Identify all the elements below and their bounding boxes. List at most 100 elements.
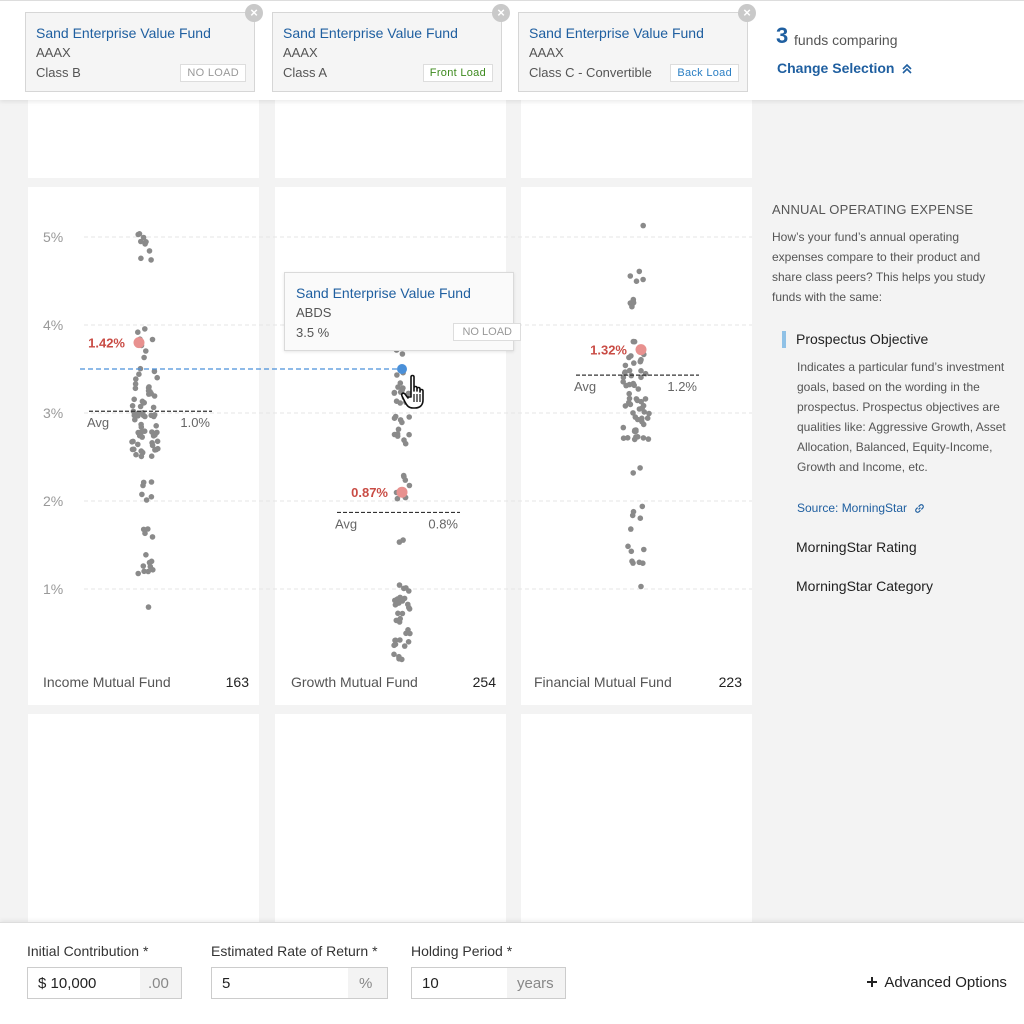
calculator-bar: Initial Contribution * .00 Estimated Rat… [0, 922, 1024, 1024]
y-tick-label: 4% [43, 317, 63, 333]
advanced-options-button[interactable]: Advanced Options [866, 974, 1007, 991]
data-point [638, 374, 644, 381]
data-point [637, 515, 644, 521]
close-icon[interactable]: × [492, 4, 510, 22]
load-badge: NO LOAD [180, 64, 246, 82]
data-point [143, 348, 149, 354]
data-point [636, 559, 643, 566]
data-point [622, 369, 628, 375]
average-value-label: 1.2% [667, 379, 697, 394]
hand-cursor-icon [400, 374, 424, 409]
category-label: Growth Mutual Fund [291, 674, 418, 690]
data-point [633, 428, 639, 435]
fund-card-3[interactable]: Sand Enterprise Value Fund AAAX Class C … [518, 4, 756, 92]
data-point [634, 434, 641, 440]
data-point [631, 338, 638, 345]
data-point [391, 642, 397, 649]
data-point [637, 358, 644, 365]
data-point [624, 435, 631, 441]
average-label: Avg [87, 415, 109, 430]
initial-contribution-input[interactable] [28, 968, 140, 998]
data-point [394, 596, 401, 602]
data-point [626, 390, 632, 397]
data-point [401, 595, 408, 602]
data-point [394, 372, 400, 378]
data-point [391, 415, 398, 422]
data-point [622, 403, 629, 409]
data-point [395, 384, 401, 390]
data-point [131, 446, 137, 453]
data-point [630, 470, 636, 476]
data-point [140, 563, 147, 569]
data-point [150, 404, 157, 411]
data-point [625, 543, 631, 550]
hovered-fund-point [397, 364, 407, 374]
data-point [133, 451, 139, 458]
fund-name[interactable]: Sand Enterprise Value Fund [283, 25, 458, 41]
morningstar-rating-item[interactable]: MorningStar Rating [796, 539, 917, 555]
data-point [622, 362, 629, 369]
y-tick-label: 2% [43, 493, 63, 509]
fund-ticker: AAAX [529, 45, 564, 60]
data-point [401, 643, 408, 649]
fund-ticker: AAAX [283, 45, 318, 60]
data-point [394, 433, 401, 439]
compare-header: Sand Enterprise Value Fund AAAX Class B … [0, 0, 1024, 100]
fund-card-1[interactable]: Sand Enterprise Value Fund AAAX Class B … [25, 4, 263, 92]
tooltip-load-badge: NO LOAD [453, 323, 521, 341]
data-point [138, 238, 144, 245]
panel-upper-2 [275, 100, 506, 178]
data-point [628, 526, 634, 532]
data-point [630, 380, 637, 387]
expense-distribution-chart: 5% 4% 3% 2% 1% Avg 1.0% 1.42% Income Mutual Fund… [43, 222, 752, 690]
data-point [627, 401, 634, 408]
category-count: 163 [226, 674, 250, 690]
data-point [630, 560, 636, 566]
data-point [402, 477, 409, 483]
data-point [132, 381, 139, 387]
data-point [620, 379, 626, 385]
panel-upper-3 [521, 100, 752, 178]
data-point [405, 601, 411, 608]
data-point [406, 606, 413, 612]
fund-name[interactable]: Sand Enterprise Value Fund [529, 25, 704, 41]
selected-fund-value: 0.87% [351, 485, 388, 500]
category-count: 223 [719, 674, 743, 690]
average-label: Avg [574, 379, 596, 394]
fund-share-class: Class C - Convertible [529, 65, 652, 80]
data-point [133, 376, 139, 382]
data-point [400, 385, 406, 391]
initial-contribution-label: Initial Contribution * [27, 943, 149, 959]
category-label: Income Mutual Fund [43, 674, 171, 690]
rate-of-return-input[interactable] [212, 968, 348, 998]
section-description: How’s your fund’s annual operating expen… [772, 230, 986, 304]
change-selection-button[interactable]: Change Selection [777, 60, 912, 76]
prospectus-objective-item[interactable]: Prospectus Objective [796, 331, 929, 347]
data-point [397, 417, 404, 423]
tooltip-fund-name[interactable]: Sand Enterprise Value Fund [296, 285, 471, 301]
holding-period-input[interactable] [412, 968, 507, 998]
data-point [636, 268, 643, 275]
data-point [395, 426, 402, 433]
morningstar-category-item[interactable]: MorningStar Category [796, 578, 933, 594]
close-icon[interactable]: × [738, 4, 756, 22]
data-point [620, 435, 627, 442]
chart-panel-financial [521, 187, 752, 705]
fund-card-2[interactable]: Sand Enterprise Value Fund AAAX Class A … [272, 4, 510, 92]
fund-ticker: AAAX [36, 45, 71, 60]
data-point [395, 610, 401, 617]
data-point [403, 630, 409, 637]
data-point [148, 412, 154, 419]
percent-suffix: % [359, 975, 373, 992]
panel-lower-2 [275, 714, 506, 924]
source-link[interactable]: Source: MorningStar [797, 501, 925, 515]
data-point [140, 234, 147, 241]
data-point [135, 329, 141, 336]
active-indicator [782, 331, 786, 348]
link-icon [915, 504, 925, 514]
category-label: Financial Mutual Fund [534, 674, 672, 690]
fund-name[interactable]: Sand Enterprise Value Fund [36, 25, 211, 41]
data-point [628, 353, 634, 359]
close-icon[interactable]: × [245, 4, 263, 22]
fund-share-class: Class B [36, 65, 81, 80]
